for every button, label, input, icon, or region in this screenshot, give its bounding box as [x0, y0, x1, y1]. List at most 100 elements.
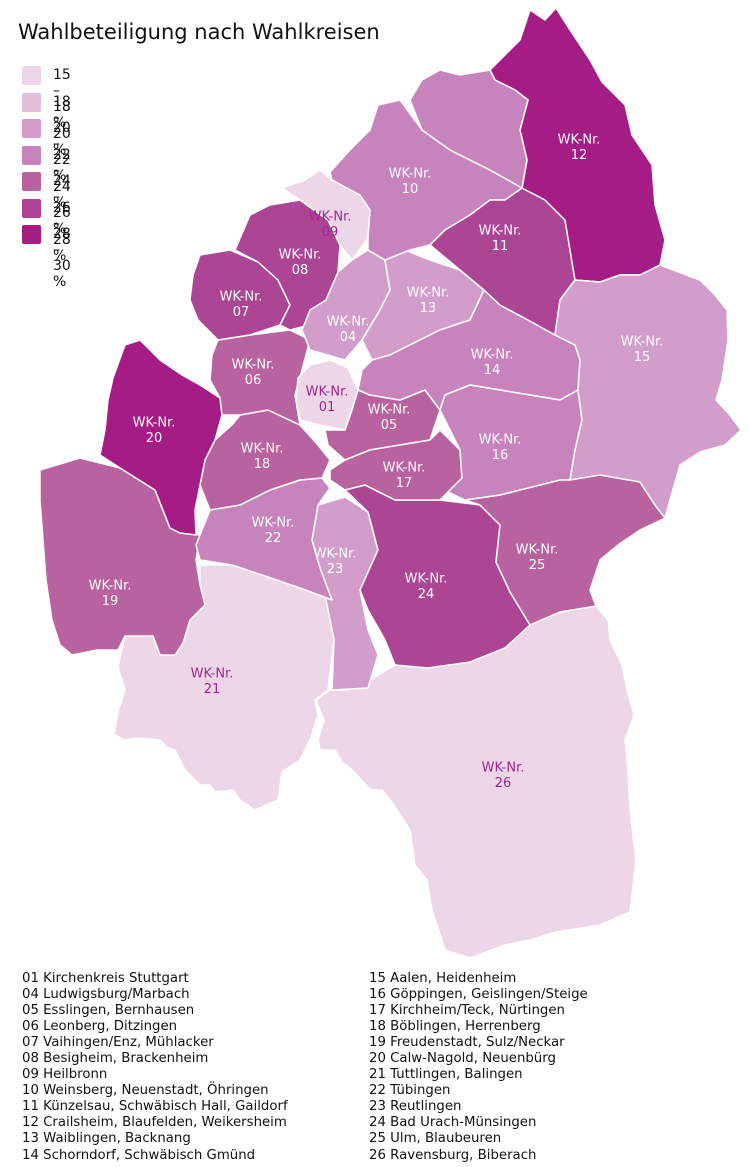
legend-swatch: [22, 92, 41, 112]
region-label-prefix: WK-Nr.: [314, 546, 357, 561]
region-label-number: 09: [322, 225, 339, 240]
region-label-prefix: WK-Nr.: [405, 571, 448, 586]
district-item: 21 Tuttlingen, Balingen: [369, 1067, 523, 1083]
region-label-number: 14: [484, 363, 501, 378]
district-item: 16 Göppingen, Geislingen/Steige: [369, 987, 588, 1003]
district-item: 22 Tübingen: [369, 1083, 451, 1099]
district-item: 18 Böblingen, Herrenberg: [369, 1019, 541, 1035]
region-label-number: 25: [529, 558, 546, 573]
region-label-prefix: WK-Nr.: [191, 666, 234, 681]
region-label-19: WK-Nr. 19: [89, 578, 132, 609]
district-item: 11 Künzelsau, Schwäbisch Hall, Gaildorf: [22, 1099, 288, 1115]
region-label-number: 13: [420, 301, 437, 316]
region-label-prefix: WK-Nr.: [482, 760, 525, 775]
region-label-prefix: WK-Nr.: [479, 223, 522, 238]
region-label-prefix: WK-Nr.: [327, 314, 370, 329]
region-label-prefix: WK-Nr.: [389, 166, 432, 181]
district-item: 04 Ludwigsburg/Marbach: [22, 987, 190, 1003]
region-label-prefix: WK-Nr.: [252, 515, 295, 530]
district-item: 14 Schorndorf, Schwäbisch Gmünd: [22, 1147, 256, 1163]
legend-swatch: [22, 198, 41, 218]
region-label-number: 26: [495, 776, 512, 791]
legend-swatch: [22, 172, 41, 191]
map-title: Wahlbeteiligung nach Wahlkreisen: [18, 20, 380, 44]
region-label-number: 11: [492, 239, 509, 254]
region-label-23: WK-Nr. 23: [314, 546, 357, 577]
region-label-prefix: WK-Nr.: [309, 209, 352, 224]
region-label-11: WK-Nr. 11: [479, 223, 522, 254]
district-item: 23 Reutlingen: [369, 1099, 462, 1115]
region-label-13: WK-Nr. 13: [407, 285, 450, 316]
region-label-10: WK-Nr. 10: [389, 166, 432, 197]
legend-label: 22 – 24 %: [53, 146, 71, 211]
district-item: 10 Weinsberg, Neuenstadt, Öhringen: [22, 1083, 269, 1099]
district-item: 26 Ravensburg, Biberach: [369, 1147, 537, 1163]
region-label-number: 20: [146, 431, 163, 446]
region-label-prefix: WK-Nr.: [407, 285, 450, 300]
region-label-number: 22: [265, 531, 282, 546]
region-label-number: 21: [204, 682, 221, 697]
region-label-number: 10: [402, 182, 419, 197]
region-label-number: 01: [319, 400, 336, 415]
region-label-prefix: WK-Nr.: [89, 578, 132, 593]
region-15: [554, 264, 742, 519]
region-label-prefix: WK-Nr.: [383, 460, 426, 475]
district-item: 09 Heilbronn: [22, 1067, 108, 1083]
region-20: [99, 339, 223, 536]
district-list-left: 01 Kirchenkreis Stuttgart 04 Ludwigsburg/…: [22, 971, 288, 1164]
region-label-06: WK-Nr. 06: [232, 357, 275, 388]
region-label-prefix: WK-Nr.: [220, 289, 263, 304]
region-label-15: WK-Nr. 15: [621, 334, 664, 365]
region-label-22: WK-Nr. 22: [252, 515, 295, 546]
legend-swatch: [22, 66, 41, 85]
region-label-prefix: WK-Nr.: [516, 542, 559, 557]
district-item: 15 Aalen, Heidenheim: [369, 971, 517, 986]
region-label-20: WK-Nr. 20: [133, 415, 176, 446]
district-item: 13 Waiblingen, Backnang: [22, 1131, 191, 1147]
region-label-05: WK-Nr. 05: [368, 402, 411, 433]
region-label-prefix: WK-Nr.: [241, 441, 284, 456]
region-10b: [409, 69, 529, 189]
region-label-prefix: WK-Nr.: [279, 247, 322, 262]
region-label-01: WK-Nr. 01: [306, 384, 349, 415]
district-item: 12 Crailsheim, Blaufelden, Weikersheim: [22, 1115, 287, 1131]
region-label-16: WK-Nr. 16: [479, 432, 522, 463]
region-label-prefix: WK-Nr.: [133, 415, 176, 430]
map-regions: [39, 7, 742, 959]
region-label-17: WK-Nr. 17: [383, 460, 426, 491]
legend-label: 20 – 22 %: [53, 120, 71, 184]
district-item: 05 Esslingen, Bernhausen: [22, 1003, 195, 1019]
region-label-prefix: WK-Nr.: [368, 402, 411, 417]
region-label-number: 23: [327, 562, 344, 577]
region-label-number: 18: [254, 457, 271, 472]
legend-swatch: [22, 119, 41, 138]
region-label-09: WK-Nr. 09: [309, 209, 352, 240]
district-item: 20 Calw-Nagold, Neuenbürg: [369, 1051, 556, 1067]
region-label-number: 06: [245, 373, 262, 388]
legend-label: 18 – 20 %: [53, 93, 71, 158]
region-label-number: 15: [634, 350, 651, 365]
legend-swatch: [22, 145, 41, 165]
region-label-18: WK-Nr. 18: [241, 441, 284, 472]
region-label-07: WK-Nr. 07: [220, 289, 263, 320]
region-label-number: 07: [233, 305, 250, 320]
district-item: 07 Vaihingen/Enz, Mühlacker: [22, 1035, 214, 1051]
region-label-prefix: WK-Nr.: [232, 357, 275, 372]
region-06: [209, 329, 311, 426]
region-label-04: WK-Nr. 04: [327, 314, 370, 345]
region-label-number: 05: [381, 418, 398, 433]
region-label-prefix: WK-Nr.: [621, 334, 664, 349]
region-label-prefix: WK-Nr.: [558, 132, 601, 147]
district-item: 08 Besigheim, Brackenheim: [22, 1051, 209, 1067]
region-label-26: WK-Nr. 26: [482, 760, 525, 791]
district-list-right: 15 Aalen, Heidenheim 16 Göppingen, Geisli…: [369, 971, 588, 1164]
region-label-number: 08: [292, 263, 309, 278]
district-item: 24 Bad Urach-Münsingen: [369, 1115, 537, 1131]
region-label-prefix: WK-Nr.: [306, 384, 349, 399]
region-label-12: WK-Nr. 12: [558, 132, 601, 163]
legend-label: 28 – 30 %: [53, 226, 71, 290]
region-label-prefix: WK-Nr.: [471, 347, 514, 362]
region-label-14: WK-Nr. 14: [471, 347, 514, 378]
